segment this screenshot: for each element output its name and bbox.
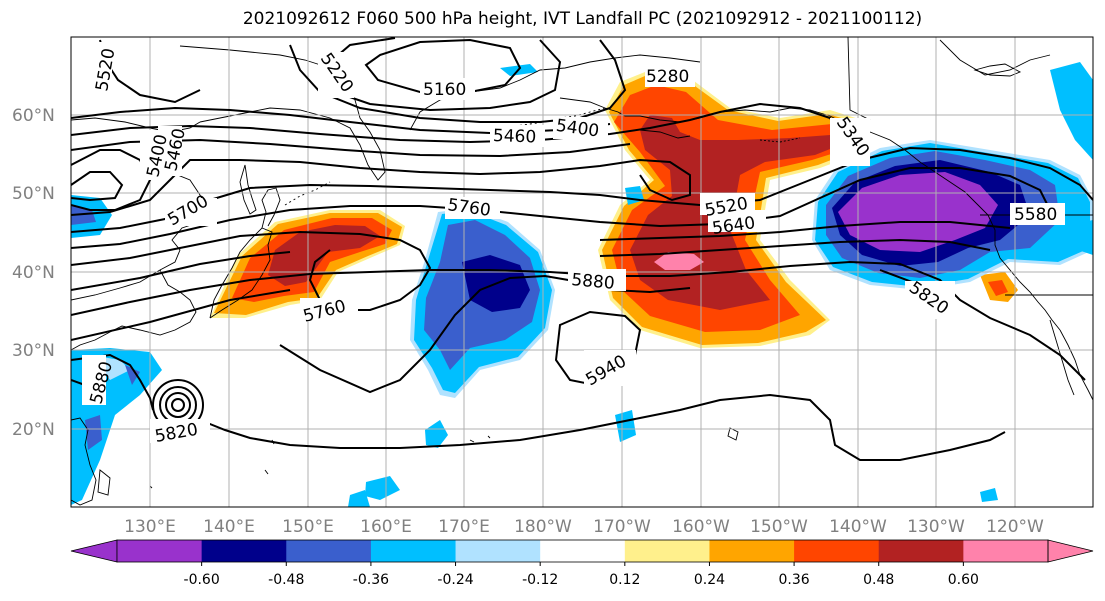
colorbar-right-arrow (1047, 539, 1094, 563)
lat-label: 20°N (12, 420, 55, 440)
colorbar-left-arrow (70, 539, 118, 563)
colorbar-tick-label: -0.60 (184, 572, 220, 588)
colorbar-segment (370, 540, 457, 562)
lon-label: 150°W (750, 517, 808, 537)
colorbar-tick-label: -0.12 (522, 572, 558, 588)
ivt-negative-shading (71, 62, 1093, 507)
contour-label: 5580 (1014, 205, 1057, 225)
lat-label: 40°N (12, 263, 55, 283)
lon-label: 160°E (360, 517, 412, 537)
lon-label: 120°W (986, 517, 1044, 537)
lon-label: 140°E (203, 517, 255, 537)
lon-label: 180°W (514, 517, 572, 537)
colorbar-tick-label: 0.48 (863, 572, 894, 588)
colorbar-segment (963, 540, 1049, 562)
ivt-positive-shading (210, 70, 1018, 348)
colorbar-tick-label: -0.24 (437, 572, 473, 588)
map-title: 2021092612 F060 500 hPa height, IVT Land… (242, 9, 923, 29)
colorbar-segment (709, 540, 795, 562)
latitude-labels: 60°N 50°N 40°N 30°N 20°N (12, 106, 55, 440)
colorbar-segment (455, 540, 541, 562)
colorbar-tick-label: 0.12 (609, 572, 640, 588)
lon-label: 130°E (124, 517, 176, 537)
colorbar-frame (116, 539, 1049, 563)
contour-label: 5880 (571, 270, 616, 294)
contour-label: 5280 (646, 67, 689, 87)
colorbar-tick-label: 0.36 (779, 572, 810, 588)
colorbar-tick-label: 0.60 (948, 572, 979, 588)
colorbar-tick-label: -0.48 (268, 572, 304, 588)
colorbar-segment (794, 540, 880, 562)
lon-label: 140°W (829, 517, 887, 537)
colorbar-segment (286, 540, 372, 562)
colorbar-segment (540, 540, 626, 562)
colorbar: -0.60 -0.48 -0.36 -0.24 -0.12 0.12 0.24 0.36 0.4… (70, 539, 1094, 588)
longitude-labels: 130°E 140°E 150°E 160°E 170°E 180°W 170°… (124, 517, 1044, 537)
colorbar-segment (201, 540, 287, 562)
lon-label: 160°W (672, 517, 730, 537)
lon-label: 170°E (438, 517, 490, 537)
lat-label: 50°N (12, 184, 55, 204)
lat-label: 60°N (12, 106, 55, 126)
colorbar-tick-label: -0.36 (353, 572, 389, 588)
map-frame (70, 36, 1094, 508)
lon-label: 170°W (593, 517, 651, 537)
colorbar-segment (624, 540, 710, 562)
height-contours (71, 37, 1093, 461)
lat-label: 30°N (12, 341, 55, 361)
contour-label: 5460 (493, 126, 537, 147)
contour-label: 5160 (423, 80, 466, 100)
colorbar-segment (117, 540, 203, 562)
colorbar-tick-label: 0.24 (694, 572, 725, 588)
lon-label: 150°E (282, 517, 334, 537)
lon-label: 130°W (907, 517, 965, 537)
colorbar-segment (878, 540, 964, 562)
